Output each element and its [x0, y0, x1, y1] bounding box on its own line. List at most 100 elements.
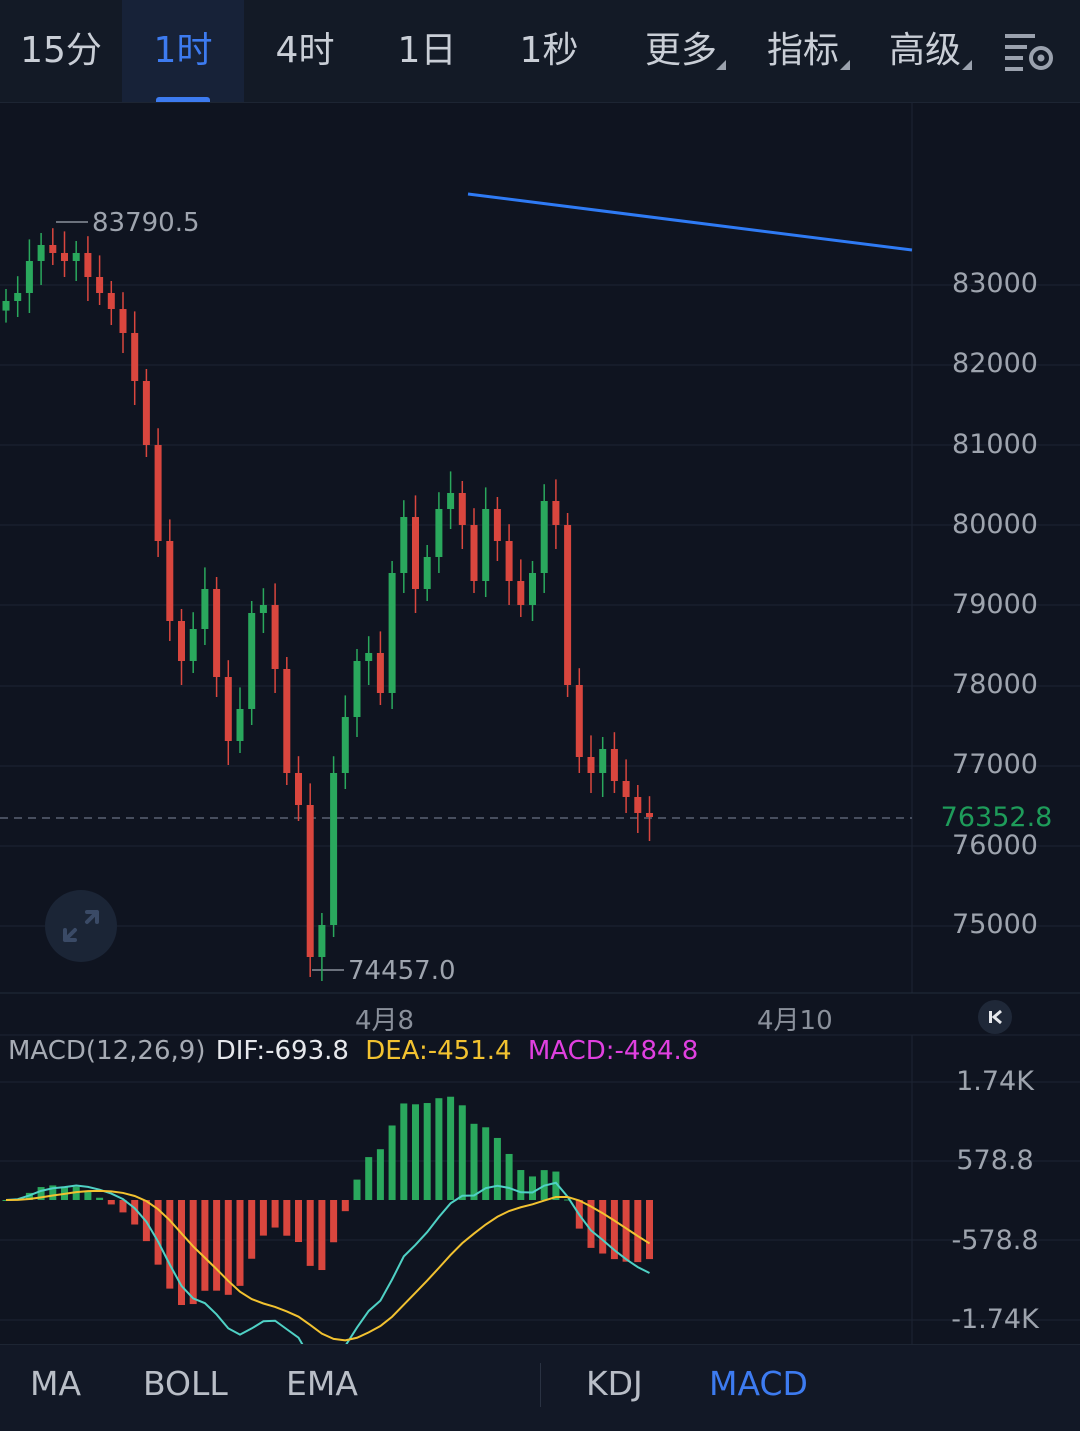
candle-body [564, 525, 572, 685]
price-axis-label: 75000 [952, 909, 1038, 940]
candle-body [166, 541, 174, 621]
tab-4h[interactable]: 4时 [275, 30, 335, 71]
macd-histogram-bar [587, 1200, 595, 1248]
indicator-tab-bar: MA BOLL EMA KDJ MACD [0, 1344, 1080, 1431]
tab-ma[interactable]: MA [30, 1364, 82, 1403]
macd-histogram-bar [166, 1200, 174, 1289]
tab-1s[interactable]: 1秒 [519, 30, 579, 71]
macd-dif-value: DIF:-693.8 [215, 1036, 349, 1066]
candle-body [552, 501, 560, 525]
macd-axis-label: -1.74K [951, 1304, 1039, 1335]
price-axis-label: 76000 [952, 830, 1038, 861]
candle-body [84, 253, 92, 277]
candle-body [388, 573, 396, 693]
candle-body [25, 261, 33, 293]
candle-body [529, 573, 536, 605]
candle-body [575, 685, 583, 757]
candle-body [610, 749, 618, 781]
tab-indicators[interactable]: 指标 [766, 30, 839, 71]
candle-body [353, 661, 361, 717]
tab-1d[interactable]: 1日 [397, 30, 457, 71]
macd-histogram-bar [318, 1200, 326, 1271]
candle-body [622, 781, 630, 797]
macd-dea-value: DEA:-451.4 [365, 1036, 512, 1066]
candle-body [213, 589, 221, 677]
candle-body [540, 501, 548, 573]
tab-more[interactable]: 更多 [644, 30, 717, 71]
macd-histogram-bar [49, 1185, 57, 1200]
candle-body [318, 925, 326, 957]
candle-body [189, 629, 197, 661]
candle-body [412, 517, 419, 589]
macd-histogram-bar [119, 1200, 127, 1213]
price-axis-label: 81000 [952, 429, 1038, 460]
candle-body [154, 445, 162, 541]
price-axis-label: 83000 [952, 268, 1038, 299]
candle-body [295, 773, 302, 805]
candle-body [72, 253, 80, 261]
macd-histogram-bar [201, 1200, 209, 1291]
candle-body [248, 613, 256, 709]
advanced-dropdown-icon [962, 60, 972, 70]
current-price-tag: 76352.8 [913, 803, 1080, 833]
macd-histogram-bar [529, 1176, 536, 1200]
candle-body [587, 757, 595, 773]
candle-body [447, 493, 455, 509]
candle-body [646, 813, 653, 817]
macd-name: MACD(12,26,9) [8, 1036, 206, 1066]
macd-histogram-bar [482, 1127, 490, 1200]
candle-body [493, 509, 501, 541]
macd-histogram-bar [341, 1200, 349, 1212]
candle-body [49, 245, 57, 253]
price-axis-label: 79000 [952, 589, 1038, 620]
tab-macd[interactable]: MACD [709, 1364, 808, 1403]
candle-body [599, 749, 607, 773]
tab-1h[interactable]: 1时 [122, 0, 244, 102]
macd-histogram-bar [447, 1096, 455, 1200]
macd-histogram-bar [224, 1200, 232, 1295]
candle-body [400, 517, 408, 573]
macd-histogram-bar [213, 1200, 221, 1291]
price-chart[interactable] [0, 0, 1080, 1344]
candle-body [201, 589, 209, 629]
macd-dea-line [5, 1189, 651, 1342]
tab-15m[interactable]: 15分 [20, 30, 102, 71]
candle-body [131, 333, 139, 381]
tab-kdj[interactable]: KDJ [586, 1364, 643, 1403]
low-price-label: 74457.0 [348, 956, 456, 986]
macd-histogram-bar [435, 1098, 443, 1200]
macd-histogram-bar [564, 1199, 572, 1201]
macd-axis-label: -578.8 [951, 1225, 1039, 1256]
macd-dif-line [5, 1181, 650, 1344]
tab-ema[interactable]: EMA [286, 1364, 358, 1403]
macd-axis-label: 578.8 [956, 1145, 1034, 1176]
candle-body [107, 293, 115, 309]
more-dropdown-icon [716, 60, 726, 70]
fullscreen-button[interactable] [45, 890, 117, 962]
indicators-dropdown-icon [840, 60, 850, 70]
macd-histogram-bar [154, 1200, 162, 1265]
scroll-to-latest-button[interactable] [978, 1000, 1012, 1034]
tab-boll[interactable]: BOLL [143, 1364, 228, 1403]
candle-body [365, 653, 373, 661]
macd-axis-label: 1.74K [956, 1066, 1034, 1097]
macd-histogram-bar [283, 1200, 291, 1236]
timeframe-tab-bar: 15分 1时 4时 1日 1秒 更多 指标 高级 [0, 0, 1080, 103]
tab-advanced[interactable]: 高级 [888, 30, 961, 71]
candle-body [423, 557, 431, 589]
candle-body [271, 605, 279, 669]
skip-back-icon [989, 1009, 1002, 1025]
price-axis-label: 77000 [952, 749, 1038, 780]
macd-histogram-bar [295, 1200, 302, 1243]
candle-body [517, 581, 525, 605]
macd-histogram-bar [493, 1137, 501, 1200]
candle-body [236, 709, 244, 741]
candle-body [259, 605, 267, 613]
candle-body [458, 493, 466, 525]
macd-histogram-bar [646, 1200, 653, 1260]
price-axis-label: 78000 [952, 669, 1038, 700]
macd-histogram-bar [84, 1191, 92, 1200]
macd-histogram-bar [259, 1200, 267, 1236]
macd-histogram-bar [412, 1104, 419, 1200]
chart-settings-icon[interactable] [1003, 30, 1057, 74]
